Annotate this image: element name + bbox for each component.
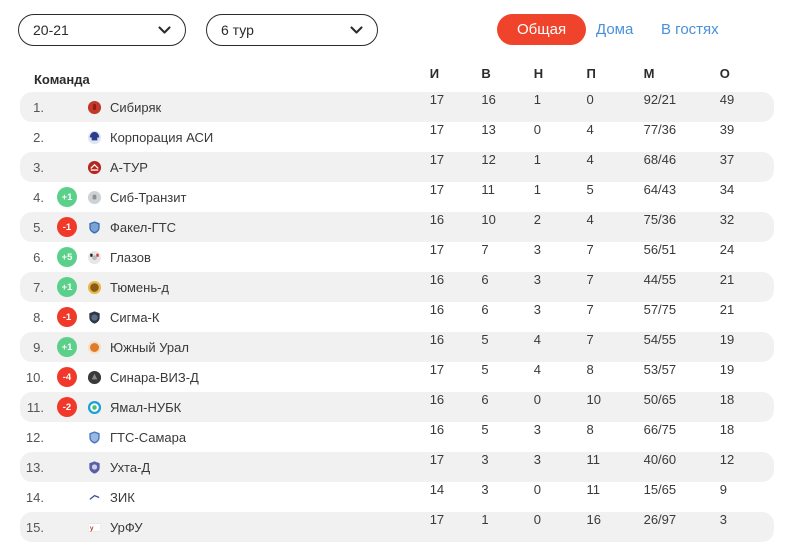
- svg-text:y: y: [90, 524, 94, 531]
